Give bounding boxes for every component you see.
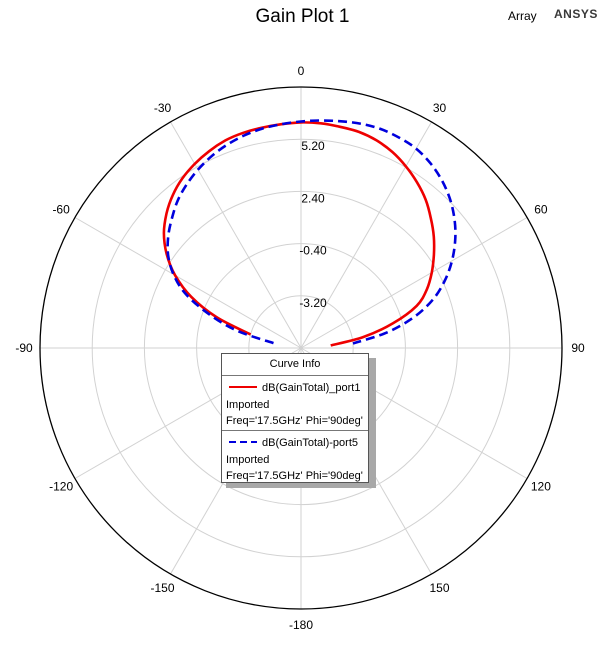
angle-tick-label: 30 (433, 101, 447, 115)
spoke-line (300, 217, 528, 349)
axis-labels: 0 30 60 90 120 150 -180 -150 -120 -90 -60 -30 5.20 2.… (15, 64, 585, 632)
radial-tick-label: 2.40 (301, 191, 325, 205)
spoke-line (74, 217, 302, 349)
legend-source: Imported (226, 399, 270, 411)
legend-condition: Freq='17.5GHz' Phi='90deg' (226, 415, 363, 427)
brand-logo-text: ANSYS (554, 7, 598, 21)
angle-tick-label: -60 (52, 203, 70, 217)
polar-grid (39, 86, 563, 610)
corner-label: Array (508, 9, 537, 23)
angle-tick-label: 150 (429, 581, 449, 595)
legend-entry-port1[interactable]: dB(GainTotal)_port1 Imported Freq='17.5G… (222, 376, 368, 430)
spoke-line (170, 121, 302, 349)
legend-swatch-port1 (229, 386, 257, 388)
angle-tick-label: -30 (154, 101, 172, 115)
angle-tick-label: 60 (534, 203, 548, 217)
radial-tick-label: -0.40 (299, 244, 327, 258)
radial-tick-label: -3.20 (299, 296, 327, 310)
grid-ring (143, 190, 459, 506)
angle-tick-label: -90 (15, 341, 33, 355)
legend-series-name: dB(GainTotal)-port5 (262, 437, 358, 449)
curves (162, 119, 457, 347)
legend-title: Curve Info (222, 354, 368, 376)
legend-entry-port5[interactable]: dB(GainTotal)-port5 Imported Freq='17.5G… (222, 430, 368, 484)
angle-tick-label: -180 (289, 618, 313, 632)
angle-tick-label: 120 (531, 480, 551, 494)
legend-condition: Freq='17.5GHz' Phi='90deg' (226, 470, 363, 482)
legend-source: Imported (226, 454, 270, 466)
series-curve-1 (166, 119, 457, 345)
chart-title: Gain Plot 1 (255, 6, 350, 27)
legend-swatch-port5 (229, 441, 257, 443)
outer-ring (39, 86, 563, 610)
angle-tick-label: 0 (298, 64, 305, 78)
legend[interactable]: Curve Info dB(GainTotal)_port1 Imported … (221, 353, 369, 483)
radial-tick-label: 5.20 (301, 139, 325, 153)
angle-tick-label: -120 (49, 480, 73, 494)
angle-tick-label: -150 (150, 581, 174, 595)
series-curve-0 (162, 121, 436, 347)
spoke-line (300, 121, 432, 349)
legend-series-name: dB(GainTotal)_port1 (262, 382, 361, 394)
grid-ring (91, 138, 511, 558)
angle-tick-label: 90 (571, 341, 585, 355)
